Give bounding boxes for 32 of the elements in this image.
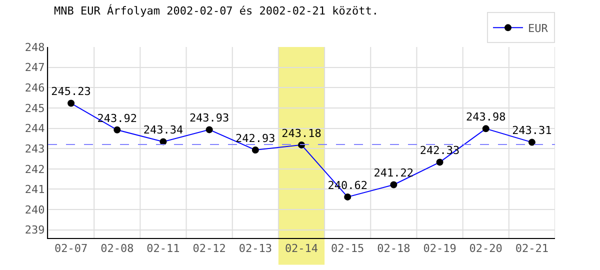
x-tick-label: 02-11 (146, 242, 180, 256)
y-tick-label: 244 (24, 122, 46, 136)
data-label: 243.18 (282, 126, 322, 140)
y-tick-label: 247 (24, 61, 45, 74)
y-tick-label: 246 (24, 81, 45, 94)
y-tick-label: 243 (24, 142, 45, 156)
legend-label: EUR (528, 22, 548, 35)
x-tick-label: 02-15 (331, 242, 364, 256)
x-tick-label: 02-14 (284, 242, 318, 256)
x-tick-label: 02-18 (377, 242, 410, 256)
data-label: 242.93 (236, 132, 276, 145)
x-tick-label: 02-08 (100, 242, 134, 256)
x-tick-label: 02-20 (469, 242, 502, 256)
x-tick-label: 02-12 (192, 242, 226, 256)
y-tick-label: 245 (24, 102, 45, 115)
x-tick-label: 02-19 (423, 242, 456, 256)
x-tick-label: 02-21 (515, 242, 549, 256)
data-label: 243.92 (97, 112, 138, 125)
data-label: 243.31 (512, 124, 552, 138)
y-tick-label: 242 (24, 162, 45, 176)
x-tick-label: 02-07 (54, 242, 88, 256)
data-label: 243.93 (189, 112, 230, 125)
x-tick-label: 02-13 (238, 242, 272, 256)
data-label: 245.23 (51, 85, 91, 98)
y-tick-label: 248 (24, 40, 45, 54)
data-label: 241.22 (374, 166, 414, 180)
y-tick-label: 240 (24, 203, 45, 216)
data-label: 243.98 (466, 110, 506, 124)
y-tick-label: 241 (24, 183, 45, 196)
y-tick-label: 239 (24, 224, 45, 237)
chart-title: MNB EUR Árfolyam 2002-02-07 és 2002-02-21 között. (54, 3, 379, 18)
data-label: 243.34 (143, 124, 184, 137)
